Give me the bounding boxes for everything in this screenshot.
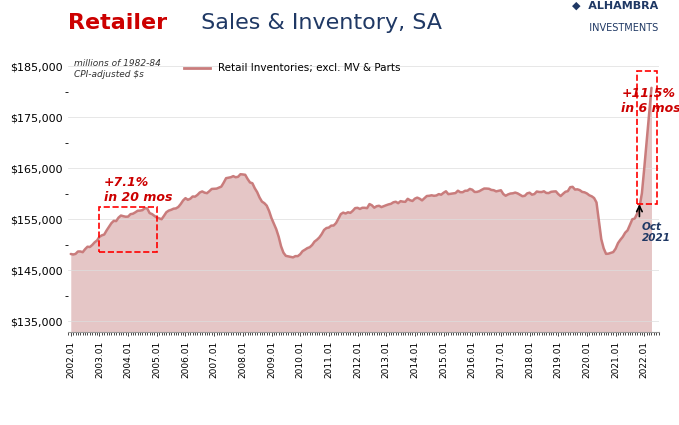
Text: Retailer: Retailer (68, 13, 167, 33)
Text: INVESTMENTS: INVESTMENTS (583, 23, 659, 33)
Legend: Retail Inventories; excl. MV & Parts: Retail Inventories; excl. MV & Parts (179, 59, 405, 77)
Text: ◆  ALHAMBRA: ◆ ALHAMBRA (572, 0, 659, 11)
Text: millions of 1982-84
CPI-adjusted $s: millions of 1982-84 CPI-adjusted $s (74, 60, 161, 79)
Text: +11.5%
in 6 mos: +11.5% in 6 mos (621, 87, 679, 115)
Text: Oct
2021: Oct 2021 (642, 222, 670, 244)
Text: +7.1%
in 20 mos: +7.1% in 20 mos (104, 176, 172, 204)
Text: Sales & Inventory, SA: Sales & Inventory, SA (194, 13, 441, 33)
